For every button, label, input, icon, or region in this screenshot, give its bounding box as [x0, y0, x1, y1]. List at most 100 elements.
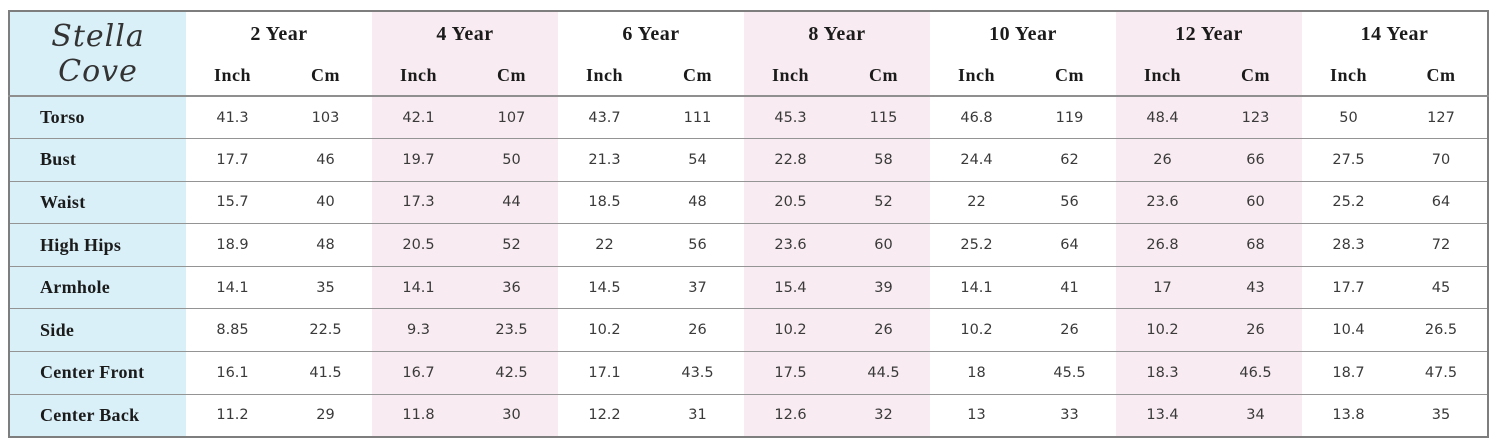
table-row: Waist 15.7 40 17.3 44 18.5 48 20.5 52 22 56 23.6 60 2… [9, 181, 1488, 224]
inch-value-cell: 10.2 [774, 322, 807, 339]
inch-header: Inch [585, 65, 623, 85]
cm-header: Cm [1055, 65, 1084, 85]
cm-value-cell: 43.5 [681, 364, 714, 381]
table-row: Armhole 14.1 35 14.1 36 14.5 37 15.4 39 14.1 41 17 4… [9, 266, 1488, 309]
cm-value-cell: 58 [874, 151, 893, 168]
cm-value-cell: 26 [688, 322, 707, 339]
table-header: Stella Cove 2 Year 4 Year 6 Year 8 Year 10 Y… [9, 11, 1488, 96]
cm-value-cell: 46 [316, 151, 335, 168]
inch-header: Inch [1329, 65, 1367, 85]
brand-logo: Stella Cove [51, 18, 145, 89]
inch-value-cell: 23.6 [774, 237, 807, 254]
measurement-label: Bust [40, 149, 77, 170]
inch-value-cell: 15.7 [216, 194, 249, 211]
inch-value-cell: 18.5 [588, 194, 621, 211]
cm-value-cell: 35 [316, 279, 335, 296]
inch-value-cell: 18.3 [1146, 364, 1179, 381]
inch-value-cell: 26 [1153, 151, 1172, 168]
cm-value-cell: 45.5 [1053, 364, 1086, 381]
inch-value-cell: 20.5 [402, 237, 435, 254]
cm-value-cell: 72 [1431, 237, 1451, 254]
cm-value-cell: 111 [683, 109, 712, 126]
cm-value-cell: 26 [874, 322, 893, 339]
cm-value-cell: 42.5 [495, 364, 528, 381]
cm-value-cell: 60 [874, 237, 893, 254]
inch-value-cell: 17 [1153, 279, 1172, 296]
cm-value-cell: 60 [1246, 194, 1265, 211]
inch-value-cell: 17.1 [588, 364, 621, 381]
inch-value-cell: 10.4 [1332, 322, 1365, 339]
cm-value-cell: 22.5 [309, 322, 342, 339]
table-row: Side 8.85 22.5 9.3 23.5 10.2 26 10.2 26 10.2 26 10.… [9, 309, 1488, 352]
inch-value-cell: 18 [967, 364, 986, 381]
cm-value-cell: 35 [1431, 407, 1451, 424]
cm-value-cell: 43 [1246, 279, 1265, 296]
inch-value-cell: 41.3 [216, 109, 249, 126]
inch-value-cell: 13.8 [1332, 407, 1365, 424]
cm-value-cell: 30 [502, 407, 521, 424]
year-header: 4 Year [436, 22, 494, 45]
cm-value-cell: 70 [1431, 151, 1451, 168]
inch-value-cell: 43.7 [588, 109, 621, 126]
measurement-label: Torso [40, 107, 85, 128]
year-header: 6 Year [622, 22, 680, 45]
cm-value-cell: 66 [1246, 151, 1265, 168]
inch-value-cell: 50 [1339, 109, 1358, 126]
inch-value-cell: 13 [967, 407, 986, 424]
inch-header: Inch [213, 65, 251, 85]
cm-value-cell: 41.5 [309, 364, 342, 381]
inch-value-cell: 16.1 [216, 364, 249, 381]
cm-value-cell: 39 [874, 279, 893, 296]
inch-value-cell: 17.5 [774, 364, 807, 381]
inch-value-cell: 22.8 [774, 151, 807, 168]
inch-value-cell: 46.8 [960, 109, 993, 126]
inch-value-cell: 26.8 [1146, 237, 1179, 254]
cm-value-cell: 37 [688, 279, 707, 296]
measurement-label: Waist [40, 191, 86, 212]
inch-value-cell: 11.8 [402, 407, 435, 424]
inch-value-cell: 17.7 [216, 151, 249, 168]
inch-value-cell: 42.1 [402, 109, 435, 126]
cm-value-cell: 23.5 [495, 322, 528, 339]
year-header: 8 Year [808, 22, 866, 45]
cm-header: Cm [311, 65, 340, 85]
cm-value-cell: 56 [1060, 194, 1079, 211]
inch-value-cell: 45.3 [774, 109, 807, 126]
inch-value-cell: 8.85 [216, 322, 249, 339]
inch-value-cell: 48.4 [1146, 109, 1179, 126]
inch-value-cell: 20.5 [774, 194, 807, 211]
table-row: Center Front 16.1 41.5 16.7 42.5 17.1 43.5 17.5… [9, 352, 1488, 395]
table-row: Bust 17.7 46 19.7 50 21.3 54 22.8 58 24.4 62 26 66 27… [9, 139, 1488, 182]
inch-value-cell: 18.9 [216, 237, 249, 254]
year-header: 10 Year [989, 22, 1057, 45]
cm-value-cell: 50 [502, 151, 521, 168]
cm-value-cell: 56 [688, 237, 707, 254]
table-body: Torso 41.3 103 42.1 107 43.7 111 45.3 115 46.8 119… [9, 96, 1488, 437]
inch-value-cell: 16.7 [402, 364, 435, 381]
cm-header: Cm [683, 65, 712, 85]
cm-value-cell: 64 [1060, 237, 1079, 254]
cm-value-cell: 46.5 [1239, 364, 1272, 381]
cm-value-cell: 62 [1060, 151, 1079, 168]
cm-value-cell: 52 [874, 194, 893, 211]
year-header: 12 Year [1175, 22, 1243, 45]
inch-value-cell: 17.3 [402, 194, 435, 211]
measurement-label: Center Back [40, 404, 140, 425]
inch-value-cell: 23.6 [1146, 194, 1179, 211]
cm-value-cell: 26 [1060, 322, 1079, 339]
measurement-label: Armhole [40, 277, 111, 298]
inch-value-cell: 14.1 [960, 279, 993, 296]
year-header: 2 Year [250, 22, 308, 45]
inch-value-cell: 24.4 [960, 151, 993, 168]
cm-value-cell: 52 [502, 237, 521, 254]
table-row: Center Back 11.2 29 11.8 30 12.2 31 12.6 32 13 33 1… [9, 394, 1488, 437]
table-row: High Hips 18.9 48 20.5 52 22 56 23.6 60 25.2 64 26.… [9, 224, 1488, 267]
cm-value-cell: 68 [1246, 237, 1265, 254]
year-header-row: Stella Cove 2 Year 4 Year 6 Year 8 Year 10 Y… [9, 11, 1488, 89]
measurement-label: Center Front [40, 362, 145, 383]
size-chart-table: Stella Cove 2 Year 4 Year 6 Year 8 Year 10 Y… [8, 10, 1489, 438]
inch-value-cell: 14.1 [216, 279, 249, 296]
inch-value-cell: 14.1 [402, 279, 435, 296]
inch-value-cell: 22 [967, 194, 986, 211]
